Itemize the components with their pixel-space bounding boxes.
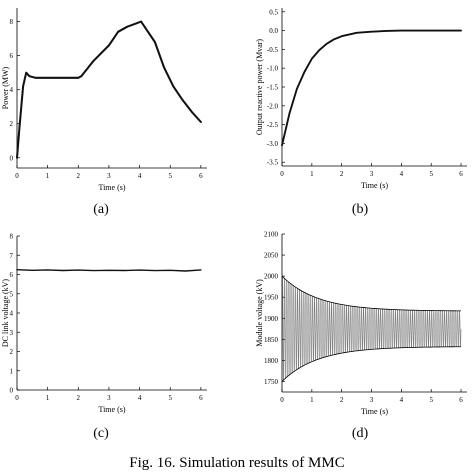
y-tick-label: 1850: [264, 336, 279, 344]
x-tick-label: 2: [340, 170, 344, 178]
y-axis-label: Module voltage (kV): [255, 279, 264, 347]
chart-panel-3: 0 1 2 3 4 5 6 0 1 2 3 4 5 6 7 8 Time (s) DC link voltage …: [1, 233, 207, 441]
y-tick-label: -0.5: [267, 46, 279, 54]
x-tick-label: 0: [15, 172, 19, 180]
y-tick-label: 3: [10, 329, 14, 337]
series-envelope-upper: [281, 275, 462, 312]
y-tick-label: 1900: [264, 315, 279, 323]
panel-label: (c): [93, 426, 109, 441]
y-tick-label: -3.0: [267, 140, 279, 148]
x-tick-label: 6: [459, 396, 463, 404]
x-axis-label: Time (s): [98, 183, 125, 192]
y-tick-label: 1750: [264, 378, 279, 386]
x-axis-label: Time (s): [361, 181, 388, 190]
x-tick-label: 3: [107, 172, 111, 180]
series-line: [16, 269, 202, 272]
y-tick-label: 2100: [264, 231, 279, 239]
y-tick-label: -2.0: [267, 102, 279, 110]
y-tick-label: 1950: [264, 294, 279, 302]
y-tick-label: 4: [10, 310, 14, 318]
x-tick-label: 5: [429, 170, 433, 178]
y-tick-label: 4: [10, 86, 14, 94]
y-tick-label: -3.5: [267, 159, 279, 167]
x-tick-label: 5: [429, 396, 433, 404]
series-envelope-lower: [281, 346, 462, 382]
y-tick-label: -1.5: [267, 84, 279, 92]
x-tick-label: 1: [310, 170, 314, 178]
y-tick-label: 5: [10, 290, 14, 298]
y-tick-label: -1.0: [267, 65, 279, 73]
x-tick-label: 3: [370, 396, 374, 404]
y-tick-label: 7: [10, 252, 14, 260]
x-tick-label: 0: [280, 170, 284, 178]
x-tick-label: 4: [400, 396, 404, 404]
y-tick-label: 1: [10, 367, 14, 375]
x-tick-label: 4: [138, 394, 142, 402]
x-tick-label: 1: [46, 172, 50, 180]
x-tick-label: 6: [199, 394, 203, 402]
y-tick-label: 0: [10, 387, 14, 395]
x-tick-label: 2: [77, 394, 81, 402]
x-tick-label: 5: [168, 172, 172, 180]
series-line: [15, 20, 202, 159]
chart-panel-4: 0 1 2 3 4 5 6 1750 1800 1850 1900 1950 2000 2050 2100 T…: [255, 231, 467, 441]
y-tick-label: 2050: [264, 252, 279, 260]
y-tick-label: -2.5: [267, 121, 279, 129]
y-tick-label: 2000: [264, 273, 279, 281]
panel-label: (a): [93, 202, 109, 217]
x-tick-label: 3: [370, 170, 374, 178]
y-tick-label: 1800: [264, 357, 279, 365]
x-tick-label: 0: [280, 396, 284, 404]
series-line: [281, 29, 462, 147]
x-tick-label: 1: [310, 396, 314, 404]
y-tick-label: 2: [10, 348, 14, 356]
y-tick-label: 2: [10, 120, 14, 128]
y-tick-label: 8: [10, 233, 14, 241]
x-tick-label: 6: [199, 172, 203, 180]
y-axis-label: Output reactive power (Mvar): [255, 39, 264, 136]
x-tick-label: 6: [459, 170, 463, 178]
x-tick-label: 3: [107, 394, 111, 402]
y-tick-label: 6: [10, 271, 14, 279]
y-axis-label: DC link voltage (kV): [1, 279, 10, 348]
y-tick-label: 0.0: [269, 27, 278, 35]
series-oscillation: [281, 276, 462, 381]
y-tick-label: 0.5: [269, 8, 278, 16]
y-tick-label: 6: [10, 52, 14, 60]
x-tick-label: 1: [46, 394, 50, 402]
y-axis-label: Power (MW): [1, 66, 10, 109]
x-axis-label: Time (s): [361, 407, 388, 416]
figure-caption: Fig. 16. Simulation results of MMC: [129, 455, 344, 471]
x-tick-label: 5: [168, 394, 172, 402]
x-tick-label: 0: [15, 394, 19, 402]
chart-panel-2: 0 1 2 3 4 5 6 0.5 0.0 -0.5 -1.0 -1.5 -2.0 -2.5 -3.0 -3.…: [255, 8, 467, 217]
panel-label: (d): [352, 426, 369, 441]
y-tick-label: 0: [10, 154, 14, 162]
x-tick-label: 4: [400, 170, 404, 178]
x-tick-label: 2: [340, 396, 344, 404]
panel-label: (b): [352, 202, 369, 217]
x-axis-label: Time (s): [98, 405, 125, 414]
chart-panel-1: 0 1 2 3 4 5 6 0 2 4 6 8 Time (s) Power (MW) (a): [1, 8, 207, 217]
y-tick-label: 8: [10, 18, 14, 26]
x-tick-label: 2: [77, 172, 81, 180]
x-tick-label: 4: [138, 172, 142, 180]
